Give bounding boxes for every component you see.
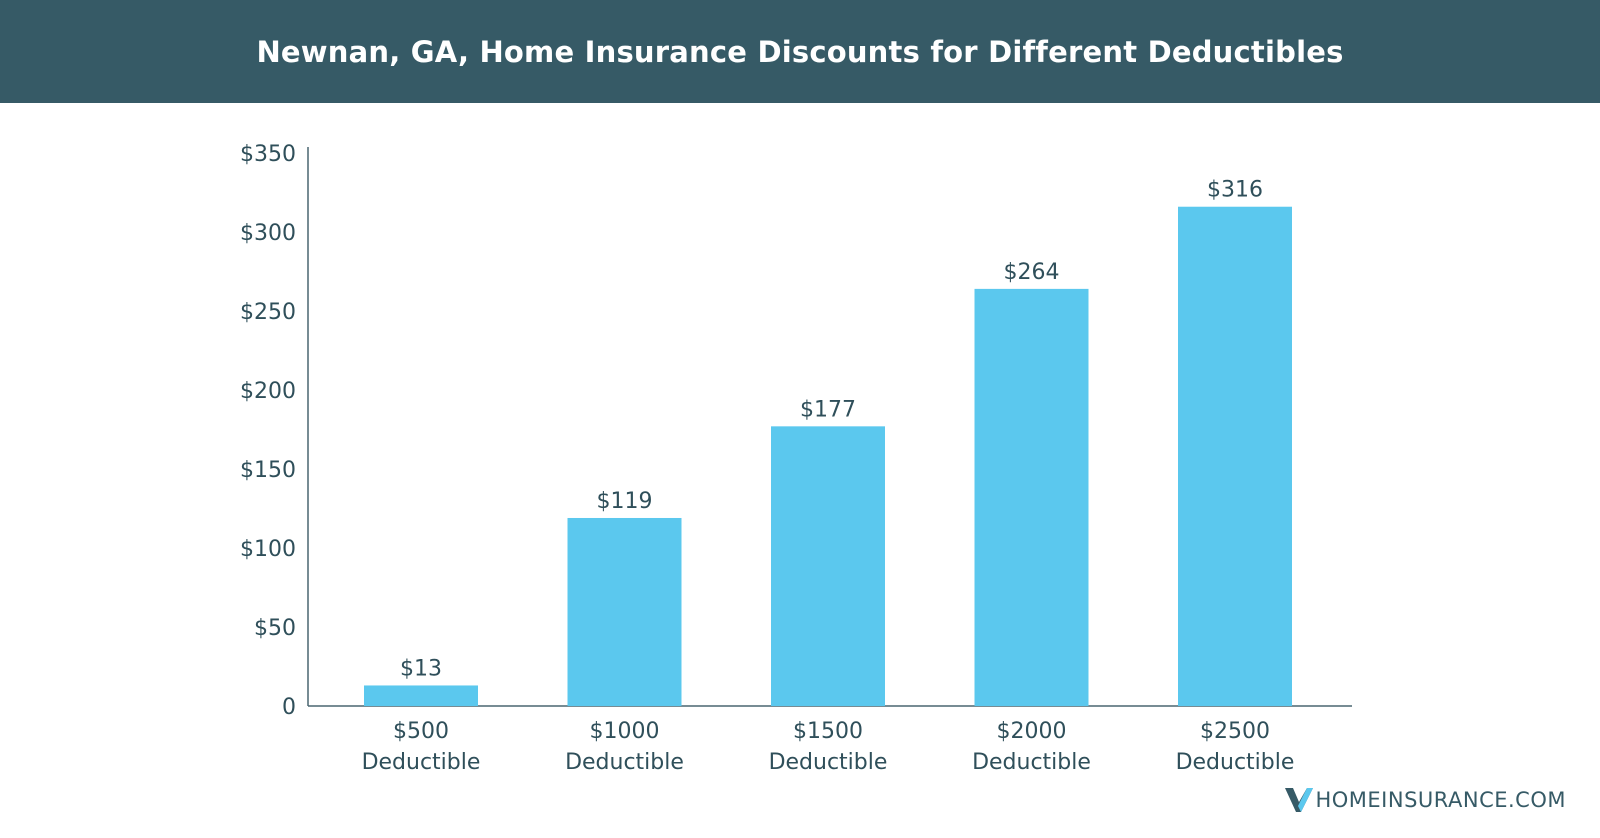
- x-tick-label: Deductible: [1176, 750, 1295, 775]
- logo-check-icon: [1285, 788, 1314, 812]
- bar-0: [364, 685, 478, 706]
- x-tick-label: Deductible: [565, 750, 684, 775]
- x-tick-label: $1500: [793, 719, 863, 744]
- y-tick-label: $250: [240, 300, 296, 325]
- y-tick-label: $100: [240, 537, 296, 562]
- y-tick-label: $300: [240, 221, 296, 246]
- x-tick-label: $1000: [590, 719, 660, 744]
- data-label: $177: [800, 397, 856, 422]
- y-tick-label: $50: [254, 616, 296, 641]
- y-tick-label: 0: [282, 695, 296, 720]
- homeinsurance-logo: HOMEINSURANCE.COM: [1285, 788, 1566, 812]
- data-label: $264: [1004, 260, 1060, 285]
- y-tick-label: $150: [240, 458, 296, 483]
- y-tick-label: $350: [240, 142, 296, 167]
- bar-4: [1178, 206, 1292, 706]
- bar-2: [771, 426, 885, 706]
- x-tick-label: $500: [393, 719, 449, 744]
- chart-title: Newnan, GA, Home Insurance Discounts for…: [256, 34, 1344, 69]
- chart-header: Newnan, GA, Home Insurance Discounts for…: [0, 0, 1600, 103]
- logo-text: HOMEINSURANCE.COM: [1315, 788, 1566, 812]
- bar-3: [974, 288, 1089, 706]
- x-tick-label: Deductible: [972, 750, 1091, 775]
- bar-1: [567, 517, 682, 706]
- x-tick-label: $2000: [997, 719, 1067, 744]
- x-tick-label: Deductible: [769, 750, 888, 775]
- x-tick-label: $2500: [1200, 719, 1270, 744]
- y-tick-label: $200: [240, 379, 296, 404]
- data-label: $13: [400, 656, 442, 681]
- data-label: $119: [597, 489, 653, 514]
- data-label: $316: [1207, 178, 1263, 203]
- x-tick-label: Deductible: [362, 750, 481, 775]
